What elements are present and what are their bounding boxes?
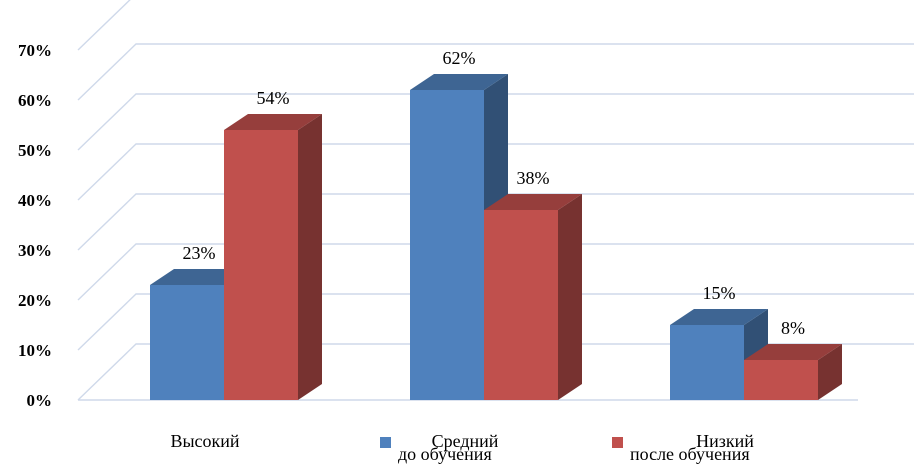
- bar: [224, 114, 322, 400]
- legend-swatch: [612, 437, 623, 448]
- legend-swatch: [380, 437, 391, 448]
- y-tick-label: 60%: [18, 91, 52, 110]
- y-tick-label: 40%: [18, 191, 52, 210]
- y-tick-label: 30%: [18, 241, 52, 260]
- y-tick-label: 50%: [18, 141, 52, 160]
- data-label: 23%: [183, 243, 216, 263]
- data-label: 54%: [257, 88, 290, 108]
- legend-label: после обучения: [630, 444, 750, 464]
- bars: [150, 74, 842, 400]
- legend-label: до обучения: [398, 444, 492, 464]
- bar: [484, 194, 582, 400]
- y-tick-label: 70%: [18, 41, 52, 60]
- bar: [744, 344, 842, 400]
- gridline: [78, 0, 914, 50]
- y-tick-label: 10%: [18, 341, 52, 360]
- data-label: 38%: [517, 168, 550, 188]
- x-category-label: Высокий: [170, 431, 239, 451]
- y-tick-label: 20%: [18, 291, 52, 310]
- data-label: 62%: [443, 48, 476, 68]
- data-label: 15%: [703, 283, 736, 303]
- y-tick-label: 0%: [27, 391, 53, 410]
- y-axis: 0% 10% 20% 30% 40% 50% 60% 70%: [18, 41, 52, 410]
- data-label: 8%: [781, 318, 805, 338]
